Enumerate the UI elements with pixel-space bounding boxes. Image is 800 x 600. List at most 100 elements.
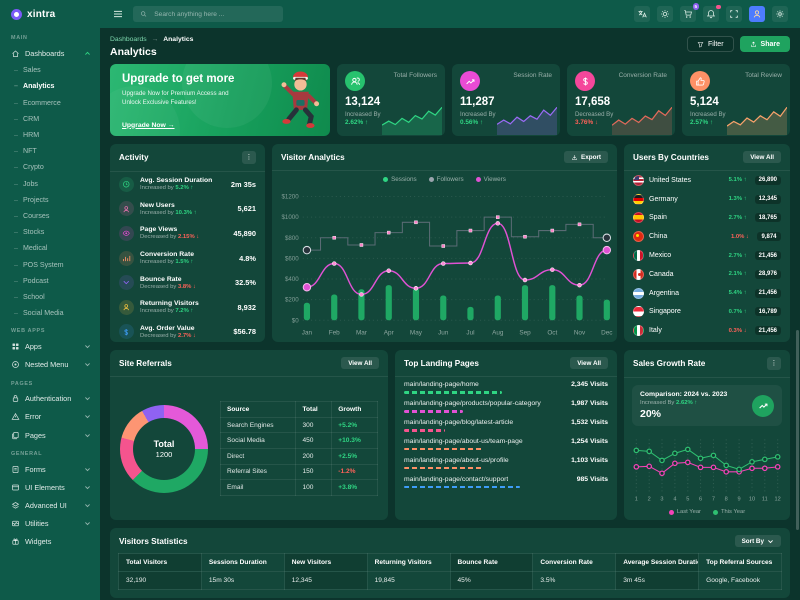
notifications-button[interactable] bbox=[703, 4, 721, 22]
sales-more-button[interactable]: ⋮ bbox=[767, 357, 781, 370]
menu-toggle-icon[interactable] bbox=[112, 8, 124, 20]
sidebar-item-error[interactable]: Error bbox=[0, 408, 100, 426]
export-button[interactable]: Export bbox=[564, 151, 608, 163]
thumb-icon bbox=[695, 76, 706, 87]
landing-page-row[interactable]: main/landing-page/contact/support 985 Vis… bbox=[395, 472, 617, 491]
activity-change: Increased by 7.2% ↑ bbox=[140, 308, 194, 315]
activity-change: Increased by 1.5% ↑ bbox=[140, 259, 194, 266]
stat-change-value: 0.56% ↑ bbox=[460, 118, 484, 126]
cart-button[interactable]: 5 bbox=[680, 3, 699, 22]
sidebar-item-advanced-ui[interactable]: Advanced UI bbox=[0, 497, 100, 515]
legend-label: Viewers bbox=[483, 176, 506, 183]
landing-page-row[interactable]: main/landing-page/about-us/profile 1,103 … bbox=[395, 453, 617, 472]
sidebar-item-analytics[interactable]: – Analytics bbox=[0, 78, 100, 94]
referrals-view-all-button[interactable]: View All bbox=[341, 357, 379, 369]
sidebar-item-podcast[interactable]: – Podcast bbox=[0, 273, 100, 289]
stats-cell: 12,345 bbox=[283, 571, 368, 590]
landing-page-row[interactable]: main/landing-page/products/popular-categ… bbox=[395, 396, 617, 415]
funnel-icon bbox=[697, 41, 704, 48]
sidebar-item-dashboards[interactable]: Dashboards bbox=[0, 44, 100, 62]
chevron-down-icon bbox=[84, 413, 91, 420]
sidebar-item-ui-elements[interactable]: UI Elements bbox=[0, 478, 100, 496]
sidebar-item-pages[interactable]: Pages bbox=[0, 426, 100, 444]
country-name: Germany bbox=[649, 195, 678, 203]
bottom-row: Site Referrals View All Total 1200 Sourc… bbox=[110, 350, 790, 520]
country-change: 0.3% ↓ bbox=[728, 327, 747, 334]
sidebar-item-pos-system[interactable]: – POS System bbox=[0, 256, 100, 272]
sidebar-item-label: Pages bbox=[25, 430, 46, 440]
stat-change-label: Increased By bbox=[460, 110, 496, 118]
chevron-down-icon bbox=[84, 343, 91, 350]
top-landing-pages-title: Top Landing Pages bbox=[404, 358, 479, 368]
svg-text:10: 10 bbox=[749, 497, 755, 503]
share-button[interactable]: Share bbox=[739, 36, 790, 52]
sidebar-item-medical[interactable]: – Medical bbox=[0, 240, 100, 256]
landing-page-row[interactable]: main/landing-page/about-us/team-page 1,25… bbox=[395, 434, 617, 453]
sidebar-item-courses[interactable]: – Courses bbox=[0, 208, 100, 224]
settings-button[interactable] bbox=[772, 6, 788, 22]
activity-icon-circle bbox=[119, 324, 134, 340]
app-logo[interactable]: xintra bbox=[0, 0, 100, 28]
sidebar-item-nft[interactable]: – NFT bbox=[0, 143, 100, 159]
landing-page-row[interactable]: main/landing-page/home 2,345 Visits bbox=[395, 377, 617, 396]
filter-button[interactable]: Filter bbox=[686, 36, 734, 52]
search-input[interactable] bbox=[152, 9, 276, 19]
dash-icon: – bbox=[14, 98, 18, 107]
legend-label: Last Year bbox=[676, 509, 701, 515]
chevron-down-icon bbox=[84, 395, 91, 402]
theme-sun-button[interactable] bbox=[657, 6, 673, 22]
sidebar-item-hrm[interactable]: – HRM bbox=[0, 127, 100, 143]
sidebar-item-ecommerce[interactable]: – Ecommerce bbox=[0, 95, 100, 111]
stat-change-value: 2.62% ↑ bbox=[345, 118, 369, 126]
stat-cards: Total Followers 13,124 Increased By 2.62% ↑… bbox=[337, 64, 790, 136]
fullscreen-button[interactable] bbox=[726, 6, 742, 22]
sidebar-item-apps[interactable]: Apps bbox=[0, 337, 100, 355]
legend-label: Followers bbox=[436, 176, 464, 183]
svg-text:$1000: $1000 bbox=[282, 214, 300, 221]
upgrade-now-link[interactable]: Upgrade Now → bbox=[122, 121, 175, 129]
svg-text:$0: $0 bbox=[292, 317, 299, 324]
notification-badge: 5 bbox=[692, 3, 699, 10]
sidebar-item-crm[interactable]: – CRM bbox=[0, 111, 100, 127]
user-avatar[interactable] bbox=[749, 6, 765, 22]
sort-by-button[interactable]: Sort By bbox=[734, 535, 781, 547]
stats-cell: 3m 45s bbox=[615, 571, 700, 590]
sidebar-item-forms[interactable]: Forms bbox=[0, 460, 100, 478]
referrals-col-header: Total bbox=[295, 401, 333, 418]
sidebar-item-nested-menu[interactable]: Nested Menu bbox=[0, 355, 100, 373]
sidebar-item-widgets[interactable]: Widgets bbox=[0, 533, 100, 551]
search-icon bbox=[140, 10, 147, 18]
sidebar-item-sales[interactable]: – Sales bbox=[0, 62, 100, 78]
visitors-statistics-card: Visitors Statistics Sort By Total Visito… bbox=[110, 528, 790, 598]
referrals-donut-chart: Total 1200 bbox=[120, 404, 208, 493]
translate-button[interactable] bbox=[634, 6, 650, 22]
activity-row-avg-order-value: Avg. Order Value Decreased by 2.7% ↓ $56.7… bbox=[110, 320, 265, 342]
referral-growth: +10.3% bbox=[331, 432, 378, 449]
sidebar-subitem-label: CRM bbox=[22, 114, 40, 123]
sidebar-item-stocks[interactable]: – Stocks bbox=[0, 224, 100, 240]
sidebar-item-school[interactable]: – School bbox=[0, 289, 100, 305]
sidebar-item-crypto[interactable]: – Crypto bbox=[0, 159, 100, 175]
donut-center-value: 1200 bbox=[155, 449, 173, 459]
user-icon bbox=[122, 205, 131, 214]
sidebar-item-jobs[interactable]: – Jobs bbox=[0, 176, 100, 192]
mascot-illustration bbox=[281, 71, 320, 129]
export-icon bbox=[571, 154, 578, 161]
stat-sparkline bbox=[726, 103, 788, 135]
sidebar-item-utilities[interactable]: Utilities bbox=[0, 515, 100, 533]
stat-card-label: Total Followers bbox=[393, 72, 437, 79]
countries-view-all-button[interactable]: View All bbox=[743, 151, 781, 163]
sidebar-item-social-media[interactable]: – Social Media bbox=[0, 305, 100, 321]
sidebar-subitem-label: Jobs bbox=[22, 179, 38, 188]
scrollbar-thumb[interactable] bbox=[796, 330, 799, 530]
sidebar-item-projects[interactable]: – Projects bbox=[0, 192, 100, 208]
activity-more-button[interactable]: ⋮ bbox=[242, 151, 256, 164]
country-row-canada: Canada 2.1% ↑ 28,976 bbox=[624, 265, 790, 284]
landing-view-all-button[interactable]: View All bbox=[570, 357, 608, 369]
sidebar-item-authentication[interactable]: Authentication bbox=[0, 390, 100, 408]
warning-icon bbox=[11, 412, 20, 421]
svg-text:2: 2 bbox=[648, 497, 651, 503]
landing-page-row[interactable]: main/landing-page/blog/latest-article 1,5… bbox=[395, 415, 617, 434]
export-label: Export bbox=[581, 153, 601, 161]
breadcrumb-parent[interactable]: Dashboards bbox=[110, 36, 147, 43]
